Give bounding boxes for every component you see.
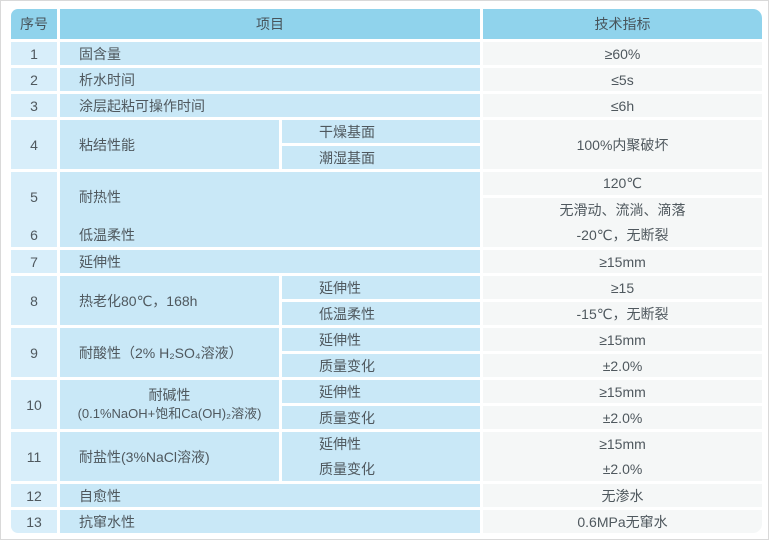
item-cell: 低温柔性 (79, 226, 135, 243)
table-row: 5 6 耐热性 低温柔性 120℃ (11, 172, 762, 247)
table-row: 质量变化 ±2.0% (11, 406, 762, 429)
item-cell: 延伸性 (60, 250, 480, 273)
item-cell: 耐碱性 (0.1%NaOH+饱和Ca(OH)₂溶液) (60, 380, 279, 429)
sub-item-cell: 延伸性 (319, 436, 361, 453)
sub-item-cell: 低温柔性 (282, 302, 480, 325)
col-header-indicator: 技术指标 (483, 9, 762, 39)
value-cell: ±2.0% (483, 406, 762, 429)
sub-item-cell: 质量变化 (282, 406, 480, 429)
item-line-2: (0.1%NaOH+饱和Ca(OH)₂溶液) (77, 406, 262, 422)
value-cell: ±2.0% (483, 354, 762, 377)
row-number: 5 (30, 189, 38, 205)
col-header-seq: 序号 (11, 9, 57, 39)
sub-item-cell: 延伸性 (282, 276, 480, 299)
value-cell-group: ≥15mm ±2.0% (483, 432, 762, 481)
row-number: 10 (11, 380, 57, 429)
value-cell: 无渗水 (483, 484, 762, 507)
table-row: 3 涂层起粘可操作时间 ≤6h (11, 94, 762, 117)
table-row: 9 耐酸性（2% H₂SO₄溶液） 延伸性 ≥15mm (11, 328, 762, 377)
row-number: 6 (30, 226, 38, 243)
header-row: 序号 项目 技术指标 (11, 9, 762, 39)
item-cell-group: 耐热性 低温柔性 (60, 172, 480, 247)
sub-item-cell: 延伸性 (282, 380, 480, 403)
value-cell: ≥15mm (483, 250, 762, 273)
sub-item-cell: 干燥基面 (282, 120, 480, 143)
item-cell: 耐酸性（2% H₂SO₄溶液） (60, 328, 279, 377)
table-row: 4 粘结性能 干燥基面 100%内聚破坏 (11, 120, 762, 169)
value-cell: ≤6h (483, 94, 762, 117)
value-cell: 0.6MPa无窜水 (483, 510, 762, 533)
row-number: 1 (11, 42, 57, 65)
row-number: 12 (11, 484, 57, 507)
value-cell: 120℃ (483, 172, 762, 195)
table-row: 潮湿基面 (11, 146, 762, 169)
table-row: 7 延伸性 ≥15mm (11, 250, 762, 273)
item-cell: 耐盐性(3%NaCl溶液) (60, 432, 279, 481)
item-cell: 涂层起粘可操作时间 (60, 94, 480, 117)
value-cell: ≥15 (483, 276, 762, 299)
table-row: 质量变化 ±2.0% (11, 354, 762, 377)
item-cell: 析水时间 (60, 68, 480, 91)
value-cell: ≤5s (483, 68, 762, 91)
value-cell: -20℃，无断裂 (576, 226, 669, 243)
table-row: 13 抗窜水性 0.6MPa无窜水 (11, 510, 762, 533)
row-number: 13 (11, 510, 57, 533)
table-row: 10 耐碱性 (0.1%NaOH+饱和Ca(OH)₂溶液) 延伸性 ≥15mm (11, 380, 762, 429)
value-cell: 无滑动、流淌、滴落 (559, 202, 686, 219)
sub-item-cell: 延伸性 (282, 328, 480, 351)
sub-item-cell: 质量变化 (319, 460, 375, 477)
table-row: 低温柔性 -15℃，无断裂 (11, 302, 762, 325)
spec-table: 序号 项目 技术指标 1 固含量 ≥60% 2 析水时间 ≤5s 3 涂层起粘可… (8, 6, 765, 536)
value-cell-group: 无滑动、流淌、滴落 -20℃，无断裂 (483, 198, 762, 247)
row-number: 2 (11, 68, 57, 91)
row-number: 3 (11, 94, 57, 117)
item-cell: 耐热性 (79, 189, 121, 205)
value-cell: ≥15mm (599, 436, 646, 453)
sub-item-cell: 质量变化 (282, 354, 480, 377)
table-row: 12 自愈性 无渗水 (11, 484, 762, 507)
row-number: 9 (11, 328, 57, 377)
value-cell: 100%内聚破坏 (483, 120, 762, 169)
value-cell: -15℃，无断裂 (483, 302, 762, 325)
value-cell: ≥15mm (483, 328, 762, 351)
item-cell: 热老化80℃，168h (60, 276, 279, 325)
item-cell: 固含量 (60, 42, 480, 65)
value-cell: ±2.0% (602, 460, 643, 477)
row-number: 8 (11, 276, 57, 325)
item-cell: 粘结性能 (60, 120, 279, 169)
sub-item-cell: 潮湿基面 (282, 146, 480, 169)
table-row: 2 析水时间 ≤5s (11, 68, 762, 91)
value-cell: ≥15mm (483, 380, 762, 403)
row-number-group: 5 6 (11, 172, 57, 247)
table-row: 8 热老化80℃，168h 延伸性 ≥15 (11, 276, 762, 325)
row-number: 4 (11, 120, 57, 169)
item-line-1: 耐碱性 (148, 386, 191, 403)
row-number: 7 (11, 250, 57, 273)
row-number: 11 (11, 432, 57, 481)
table-row: 1 固含量 ≥60% (11, 42, 762, 65)
item-cell: 自愈性 (60, 484, 480, 507)
sub-item-cell-group: 延伸性 质量变化 (282, 432, 480, 481)
value-cell: ≥60% (483, 42, 762, 65)
item-cell: 抗窜水性 (60, 510, 480, 533)
col-header-item: 项目 (60, 9, 480, 39)
